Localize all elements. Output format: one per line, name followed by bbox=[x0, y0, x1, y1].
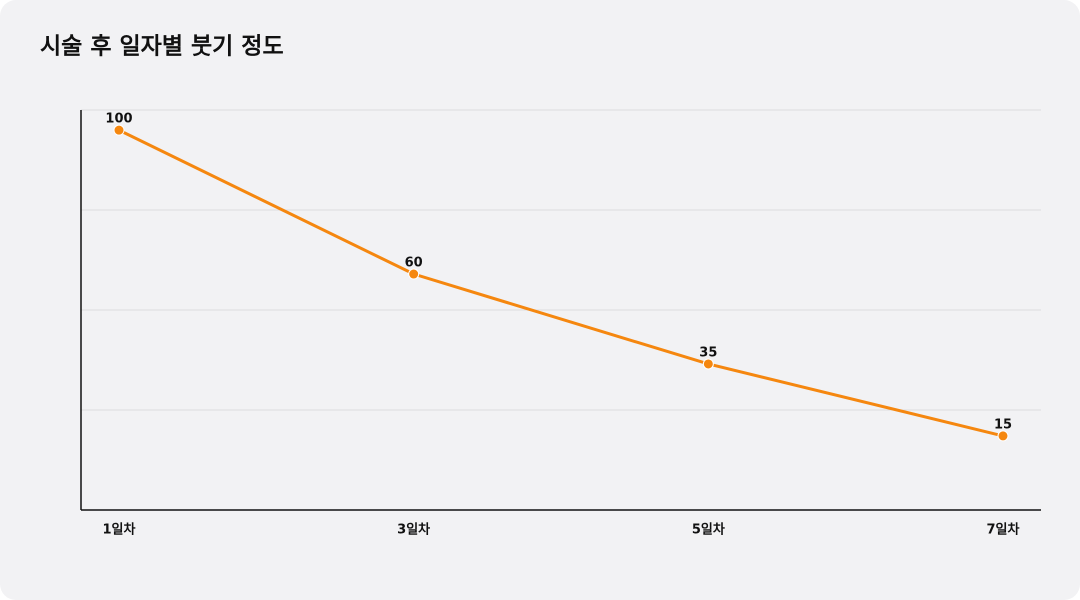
data-label: 100 bbox=[105, 112, 132, 127]
x-tick-label: 3일차 bbox=[397, 522, 430, 538]
x-tick-label: 7일차 bbox=[987, 522, 1020, 538]
point bbox=[997, 430, 1009, 442]
data-label: 60 bbox=[405, 256, 423, 271]
point bbox=[702, 358, 714, 370]
point bbox=[113, 124, 125, 136]
data-label: 15 bbox=[994, 417, 1012, 432]
line bbox=[118, 128, 1004, 438]
x-tick-label: 1일차 bbox=[103, 522, 136, 538]
data-label: 35 bbox=[699, 345, 717, 360]
x-tick-label: 5일차 bbox=[692, 522, 725, 538]
point bbox=[408, 268, 420, 280]
chart-title: 시술 후 일자별 붓기 정도 bbox=[40, 34, 284, 60]
